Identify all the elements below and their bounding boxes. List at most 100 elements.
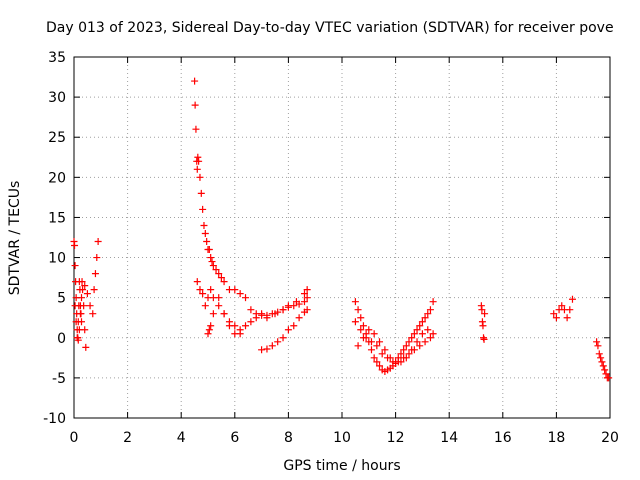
- data-point: [204, 330, 212, 338]
- data-point: [242, 294, 250, 302]
- data-point: [563, 314, 571, 322]
- data-point: [90, 286, 98, 294]
- data-point: [552, 314, 560, 322]
- x-tick-label: 12: [387, 430, 405, 446]
- data-point: [481, 310, 489, 318]
- data-point: [199, 205, 207, 213]
- data-point: [421, 338, 429, 346]
- data-point: [373, 342, 381, 350]
- data-point: [194, 153, 202, 161]
- data-point: [80, 302, 88, 310]
- data-point: [405, 338, 413, 346]
- x-tick-label: 14: [440, 430, 458, 446]
- data-point: [376, 362, 384, 370]
- data-point: [303, 306, 311, 314]
- data-point: [300, 290, 308, 298]
- data-point: [405, 350, 413, 358]
- data-point: [91, 270, 99, 278]
- data-point: [247, 318, 255, 326]
- data-point: [479, 322, 487, 330]
- data-point: [205, 246, 213, 254]
- data-point: [268, 310, 276, 318]
- data-point: [231, 286, 239, 294]
- data-point: [196, 286, 204, 294]
- data-point: [400, 346, 408, 354]
- series-rise-00h: [78, 238, 102, 318]
- data-point: [268, 342, 276, 350]
- y-tick-label: 0: [57, 331, 66, 347]
- data-point: [81, 282, 89, 290]
- data-point: [400, 354, 408, 362]
- data-point: [367, 346, 375, 354]
- data-point: [413, 326, 421, 334]
- y-tick-label: -5: [52, 371, 66, 387]
- data-point: [207, 286, 215, 294]
- data-point: [602, 370, 610, 378]
- data-point: [209, 262, 217, 270]
- data-point: [550, 310, 558, 318]
- series-dip-11h-b: [354, 326, 437, 367]
- data-point: [225, 322, 233, 330]
- data-point: [426, 334, 434, 342]
- data-point: [376, 338, 384, 346]
- data-points: [70, 77, 613, 382]
- data-point: [418, 318, 426, 326]
- series-decay-04h: [191, 77, 311, 322]
- data-point: [71, 262, 79, 270]
- data-point: [597, 354, 605, 362]
- data-point: [72, 318, 80, 326]
- data-point: [373, 358, 381, 366]
- data-point: [416, 322, 424, 330]
- data-point: [357, 314, 365, 322]
- data-point: [598, 358, 606, 366]
- data-point: [365, 326, 373, 334]
- data-point: [193, 278, 201, 286]
- y-axis-label: SDTVAR / TECUs: [7, 181, 23, 296]
- data-point: [354, 306, 362, 314]
- data-point: [82, 343, 90, 351]
- data-point: [394, 358, 402, 366]
- data-point: [71, 302, 79, 310]
- series-low-05h: [204, 302, 244, 338]
- data-point: [402, 342, 410, 350]
- series-burst-00h-b: [71, 286, 90, 351]
- data-point: [290, 302, 298, 310]
- x-tick-label: 6: [230, 430, 239, 446]
- x-tick-label: 4: [177, 430, 186, 446]
- data-point: [424, 326, 432, 334]
- data-point: [426, 306, 434, 314]
- y-tick-label: 30: [48, 90, 66, 106]
- x-tick-label: 10: [333, 430, 351, 446]
- data-point: [295, 300, 303, 308]
- data-point: [279, 334, 287, 342]
- x-tick-label: 18: [547, 430, 565, 446]
- data-point: [279, 306, 287, 314]
- data-point: [79, 286, 87, 294]
- y-tick-label: 15: [48, 210, 66, 226]
- data-point: [205, 326, 213, 334]
- data-point: [418, 330, 426, 338]
- data-point: [595, 350, 603, 358]
- series-lower-05h: [193, 278, 311, 334]
- data-point: [263, 345, 271, 353]
- data-point: [303, 286, 311, 294]
- data-point: [89, 310, 97, 318]
- data-point: [263, 311, 271, 319]
- data-point: [203, 238, 211, 246]
- data-point: [274, 308, 282, 316]
- data-point: [215, 294, 223, 302]
- chart-title: Day 013 of 2023, Sidereal Day-to-day VTE…: [46, 20, 614, 36]
- data-point: [424, 310, 432, 318]
- x-tick-label: 16: [494, 430, 512, 446]
- data-point: [480, 335, 488, 343]
- data-point: [381, 346, 389, 354]
- data-point: [242, 322, 250, 330]
- x-tick-label: 0: [70, 430, 79, 446]
- data-point: [605, 374, 613, 382]
- data-point: [208, 258, 216, 266]
- data-point: [421, 314, 429, 322]
- data-point: [370, 354, 378, 362]
- data-point: [83, 290, 91, 298]
- series-dip-11h-c: [351, 318, 434, 366]
